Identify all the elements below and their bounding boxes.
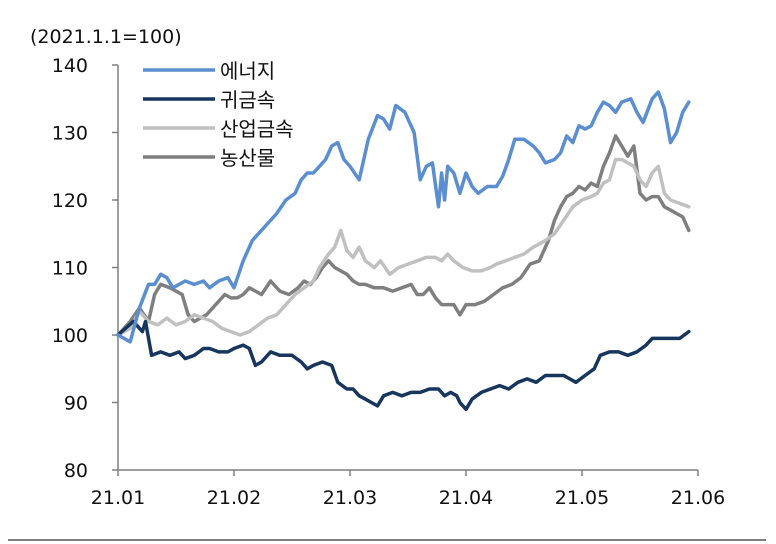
y-axis-ticks: 80 90 100 110 120 130 140 xyxy=(52,55,118,482)
legend-label: 에너지 xyxy=(220,59,275,83)
legend-label: 산업금속 xyxy=(220,117,294,141)
x-axis-ticks: 21.01 21.02 21.03 21.04 21.05 21.06 xyxy=(91,470,725,509)
x-tick-label: 21.01 xyxy=(91,487,145,509)
y-tick-label: 110 xyxy=(52,258,88,280)
series-line xyxy=(116,157,691,337)
x-tick-label: 21.04 xyxy=(439,487,493,509)
y-tick-label: 90 xyxy=(64,393,88,415)
x-tick-label: 21.02 xyxy=(207,487,261,509)
y-tick-label: 140 xyxy=(52,55,88,77)
series-line xyxy=(116,319,691,412)
y-tick-label: 80 xyxy=(64,460,88,482)
legend-label: 농산물 xyxy=(220,146,275,170)
y-tick-label: 120 xyxy=(52,190,88,212)
x-tick-label: 21.05 xyxy=(555,487,609,509)
series-line xyxy=(116,90,691,344)
series-layer xyxy=(116,90,691,412)
legend-label: 귀금속 xyxy=(220,88,275,112)
x-tick-label: 21.03 xyxy=(323,487,377,509)
y-tick-label: 100 xyxy=(52,325,88,347)
x-tick-label: 21.06 xyxy=(671,487,725,509)
unit-label: (2021.1.1=100) xyxy=(30,26,182,48)
y-tick-label: 130 xyxy=(52,123,88,145)
series-line xyxy=(116,134,691,337)
